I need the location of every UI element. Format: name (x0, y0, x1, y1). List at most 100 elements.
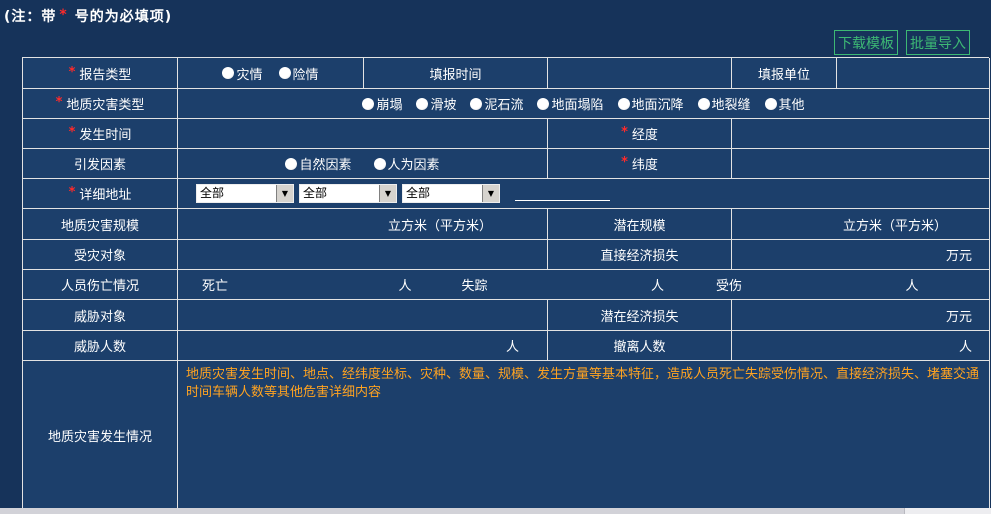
threat-count-label-cell: 威胁人数 (23, 331, 178, 361)
row-occur-time: * 发生时间 * 经度 (23, 119, 990, 149)
fill-time-value-cell[interactable] (548, 58, 732, 89)
radio-icon[interactable] (470, 97, 483, 110)
affected-object-label-cell: 受灾对象 (23, 240, 178, 270)
row-disaster-type: * 地质灾害类型 崩塌 滑坡 泥石流 地面塌陷 地面沉降 地裂缝 其他 (23, 89, 990, 119)
injured-count-input[interactable] (742, 270, 812, 299)
radio-icon[interactable] (537, 97, 550, 110)
radio-option-ground-subsidence[interactable]: 地面沉降 (617, 94, 684, 113)
radio-label: 灾情 (236, 67, 263, 83)
horizontal-scrollbar-thumb[interactable] (0, 508, 905, 514)
potential-scale-label: 潜在规模 (613, 218, 666, 234)
row-report-type: * 报告类型 灾情 险情 填报时间 填报单位 (23, 58, 990, 89)
potential-loss-input[interactable] (732, 300, 946, 330)
chevron-down-icon[interactable]: ▼ (482, 185, 499, 202)
potential-loss-value-cell: 万元 (732, 300, 990, 331)
detail-address-label: 详细地址 (79, 188, 132, 203)
potential-scale-value-cell: 立方米（平方米） (732, 209, 990, 240)
radio-icon[interactable] (373, 157, 386, 170)
death-count-input[interactable] (228, 270, 298, 299)
radio-icon[interactable] (285, 157, 298, 170)
radio-option-ground-collapse[interactable]: 地面塌陷 (537, 94, 604, 113)
longitude-value-cell[interactable] (732, 119, 990, 149)
radio-option-human[interactable]: 人为因素 (373, 154, 440, 173)
currency-unit-label: 万元 (945, 309, 972, 325)
threat-count-input[interactable] (178, 331, 506, 360)
radio-icon[interactable] (278, 67, 291, 79)
threat-object-value-cell[interactable] (178, 300, 548, 331)
spacer (919, 270, 989, 299)
detail-address-label-cell: * 详细地址 (23, 179, 178, 209)
radio-label: 崩塌 (376, 98, 403, 113)
radio-option-ground-fissure[interactable]: 地裂缝 (697, 94, 751, 113)
affected-object-value-cell[interactable] (178, 240, 548, 270)
radio-label: 泥石流 (484, 98, 524, 113)
horizontal-scrollbar[interactable] (0, 508, 991, 514)
occur-detail-label: 地质灾害发生情况 (47, 430, 152, 445)
latitude-value-cell[interactable] (732, 149, 990, 179)
direct-loss-input[interactable] (732, 240, 946, 269)
volume-unit-label: 立方米（平方米） (842, 218, 947, 234)
radio-option-other[interactable]: 其他 (764, 94, 805, 113)
disaster-scale-label: 地质灾害规模 (60, 218, 139, 234)
occur-detail-textarea[interactable]: 地质灾害发生时间、地点、经纬度坐标、灾种、数量、规模、发生方量等基本特征，造成人… (178, 361, 990, 511)
batch-import-button[interactable]: 批量导入 (906, 30, 970, 55)
disaster-scale-input[interactable] (178, 209, 388, 239)
required-asterisk: * (621, 125, 628, 140)
occur-time-label: 发生时间 (79, 128, 132, 143)
disaster-type-label: 地质灾害类型 (66, 98, 145, 113)
person-unit-label: 人 (651, 279, 665, 294)
radio-label: 自然因素 (299, 158, 352, 173)
radio-icon[interactable] (222, 67, 235, 79)
radio-icon[interactable] (697, 97, 710, 110)
volume-unit-label: 立方米（平方米） (387, 218, 492, 234)
chevron-down-icon[interactable]: ▼ (276, 185, 293, 202)
radio-label: 其他 (778, 98, 805, 113)
radio-option-debris-flow[interactable]: 泥石流 (470, 94, 523, 113)
required-asterisk: * (68, 125, 76, 140)
trigger-factor-options-cell: 自然因素 人为因素 (178, 149, 548, 179)
fill-unit-label-cell: 填报单位 (732, 58, 837, 89)
longitude-label: 经度 (631, 128, 658, 143)
radio-option-disaster[interactable]: 灾情 (222, 64, 263, 83)
required-asterisk: * (59, 7, 68, 23)
direct-loss-label: 直接经济损失 (600, 249, 679, 264)
person-unit-label: 人 (958, 340, 972, 355)
note-suffix: 号的为必填项) (74, 9, 173, 25)
address-detail-input[interactable] (515, 200, 610, 201)
potential-scale-label-cell: 潜在规模 (548, 209, 732, 240)
radio-icon[interactable] (362, 97, 375, 110)
radio-icon[interactable] (416, 97, 429, 110)
radio-option-danger[interactable]: 险情 (278, 64, 319, 83)
radio-option-collapse[interactable]: 崩塌 (362, 94, 402, 113)
report-type-label-cell: * 报告类型 (23, 58, 178, 89)
occur-time-value-cell[interactable] (178, 119, 548, 149)
toolbar: 下载模板 批量导入 (834, 30, 970, 55)
radio-option-landslide[interactable]: 滑坡 (416, 94, 456, 113)
missing-count-input[interactable] (488, 270, 558, 299)
radio-label: 人为因素 (387, 158, 440, 173)
city-select[interactable]: 全部 ▼ (299, 184, 397, 203)
fill-unit-label: 填报单位 (757, 67, 810, 83)
threat-count-value-cell: 人 (178, 331, 548, 361)
download-template-button[interactable]: 下载模板 (834, 30, 898, 55)
casualty-value-cell: 死亡 人 失踪 人 受伤 人 (178, 270, 990, 300)
evacuated-count-label-cell: 撤离人数 (548, 331, 732, 361)
province-select-value: 全部 (200, 186, 225, 200)
evacuated-count-value-cell: 人 (732, 331, 990, 361)
radio-icon[interactable] (617, 97, 630, 110)
injured-label: 受伤 (716, 279, 743, 294)
threat-count-label: 威胁人数 (73, 340, 126, 355)
fill-unit-value-cell[interactable] (837, 58, 990, 89)
county-select[interactable]: 全部 ▼ (402, 184, 500, 203)
chevron-down-icon[interactable]: ▼ (379, 185, 396, 202)
province-select[interactable]: 全部 ▼ (196, 184, 294, 203)
latitude-label: 纬度 (631, 158, 658, 173)
detail-address-value-cell: 全部 ▼ 全部 ▼ 全部 ▼ (178, 179, 990, 209)
evacuated-count-input[interactable] (732, 331, 959, 360)
radio-label: 地面塌陷 (551, 98, 604, 113)
note-prefix: (注：带 (4, 9, 57, 25)
radio-option-natural[interactable]: 自然因素 (285, 154, 352, 173)
potential-scale-input[interactable] (732, 209, 843, 239)
radio-icon[interactable] (764, 97, 777, 110)
radio-label: 地面沉降 (631, 98, 684, 113)
